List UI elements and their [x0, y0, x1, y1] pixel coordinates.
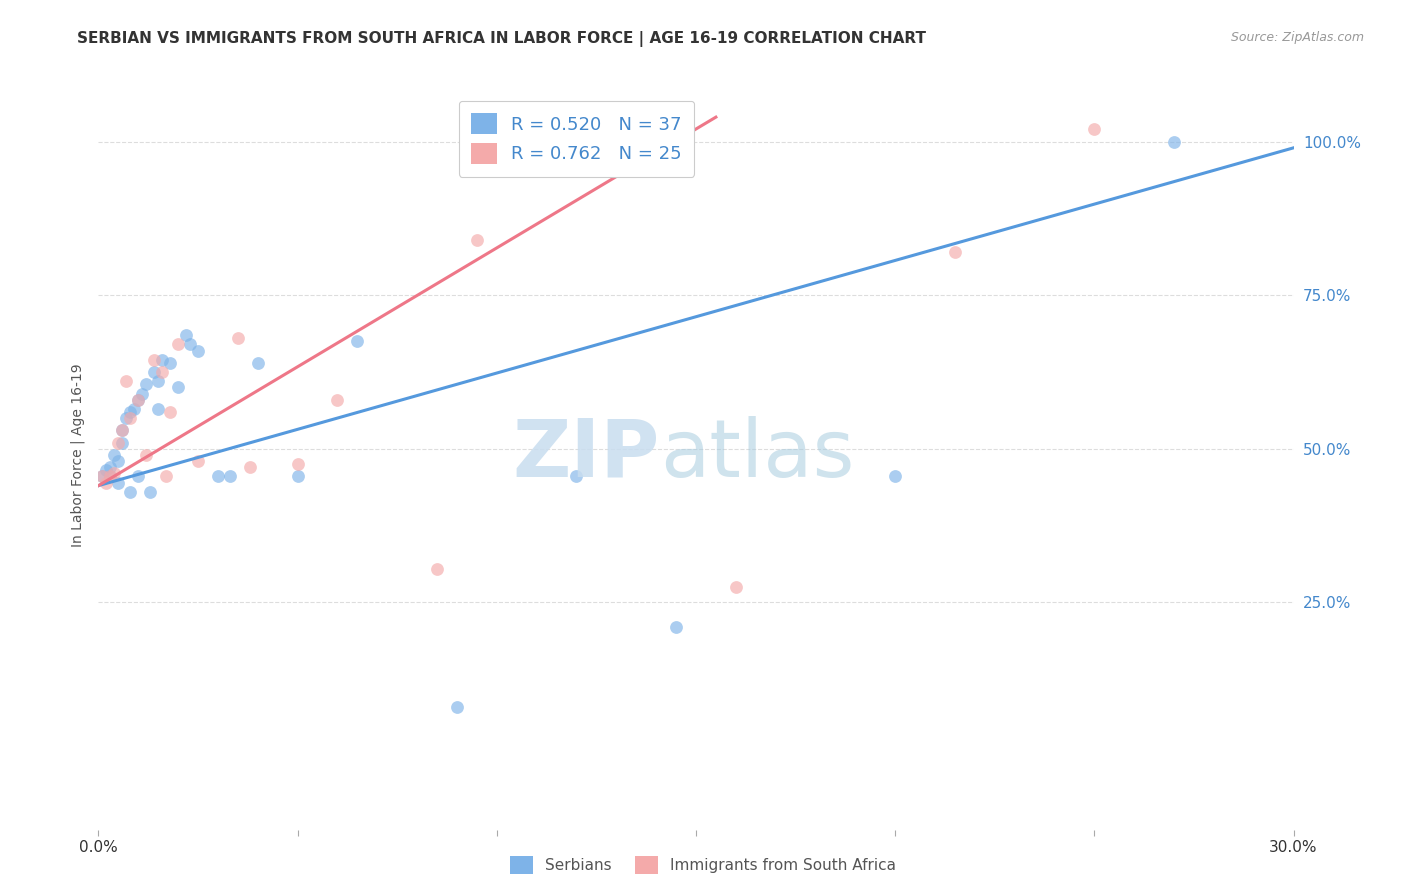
Point — [148, 401, 170, 416]
Point — [150, 365, 173, 379]
Legend: Serbians, Immigrants from South Africa: Serbians, Immigrants from South Africa — [503, 850, 903, 880]
Point — [143, 365, 166, 379]
Point — [107, 435, 129, 450]
Point — [155, 469, 177, 483]
Point — [120, 484, 142, 499]
Point — [446, 699, 468, 714]
Point — [724, 580, 747, 594]
Legend: R = 0.520   N = 37, R = 0.762   N = 25: R = 0.520 N = 37, R = 0.762 N = 25 — [458, 101, 695, 177]
Point — [98, 469, 122, 483]
Point — [98, 460, 122, 475]
Point — [115, 411, 138, 425]
Point — [326, 392, 349, 407]
Point — [665, 620, 688, 634]
Point — [187, 454, 209, 468]
Point — [127, 392, 149, 407]
Point — [565, 469, 588, 483]
Point — [96, 475, 118, 490]
Point — [96, 463, 118, 477]
Point — [207, 469, 229, 483]
Point — [103, 467, 125, 481]
Point — [91, 469, 114, 483]
Point — [187, 343, 209, 358]
Point — [179, 337, 201, 351]
Point — [239, 460, 262, 475]
Point — [148, 374, 170, 388]
Point — [159, 405, 181, 419]
Point — [219, 469, 242, 483]
Text: Source: ZipAtlas.com: Source: ZipAtlas.com — [1230, 31, 1364, 45]
Y-axis label: In Labor Force | Age 16-19: In Labor Force | Age 16-19 — [70, 363, 84, 547]
Text: ZIP: ZIP — [513, 416, 661, 494]
Point — [91, 469, 114, 483]
Point — [226, 331, 249, 345]
Point — [174, 328, 197, 343]
Text: SERBIAN VS IMMIGRANTS FROM SOUTH AFRICA IN LABOR FORCE | AGE 16-19 CORRELATION C: SERBIAN VS IMMIGRANTS FROM SOUTH AFRICA … — [77, 31, 927, 47]
Point — [115, 374, 138, 388]
Point — [135, 377, 157, 392]
Point — [131, 386, 153, 401]
Point — [111, 435, 134, 450]
Point — [143, 352, 166, 367]
Point — [127, 469, 149, 483]
Point — [107, 475, 129, 490]
Point — [346, 334, 368, 349]
Point — [884, 469, 907, 483]
Point — [120, 411, 142, 425]
Point — [120, 405, 142, 419]
Point — [107, 454, 129, 468]
Point — [111, 423, 134, 437]
Point — [1083, 122, 1105, 136]
Point — [426, 561, 449, 575]
Point — [124, 401, 146, 416]
Point — [287, 469, 309, 483]
Point — [159, 356, 181, 370]
Point — [167, 337, 190, 351]
Point — [103, 448, 125, 462]
Point — [943, 245, 966, 260]
Point — [167, 380, 190, 394]
Point — [98, 469, 122, 483]
Point — [111, 423, 134, 437]
Point — [127, 392, 149, 407]
Point — [135, 448, 157, 462]
Point — [150, 352, 173, 367]
Point — [465, 233, 488, 247]
Point — [139, 484, 162, 499]
Point — [246, 356, 269, 370]
Point — [287, 457, 309, 471]
Point — [1163, 135, 1185, 149]
Text: atlas: atlas — [661, 416, 855, 494]
